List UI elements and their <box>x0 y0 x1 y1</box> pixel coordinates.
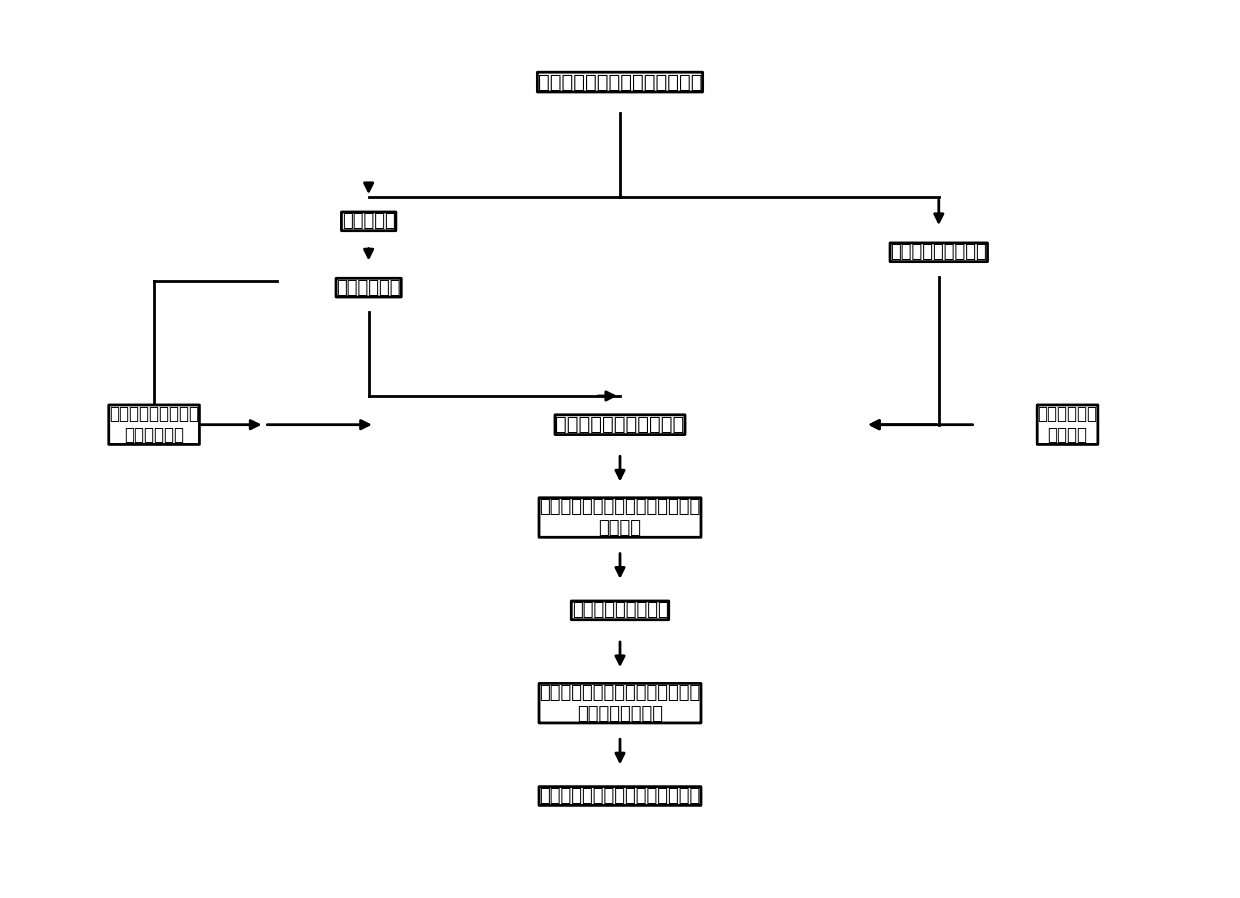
Text: 调度方案下脱落的刚毛藻团到达处
置断面时间的计算: 调度方案下脱落的刚毛藻团到达处 置断面时间的计算 <box>539 683 701 723</box>
Text: 满足调度流量与水位要求的渠池水
面线计算: 满足调度流量与水位要求的渠池水 面线计算 <box>539 498 701 537</box>
Text: 确定藻类自动打捞装置的应用方案: 确定藻类自动打捞装置的应用方案 <box>539 787 701 805</box>
Text: 分析流速分布: 分析流速分布 <box>336 278 401 296</box>
Text: 控除刚毛藻调度流量需求: 控除刚毛藻调度流量需求 <box>556 415 684 435</box>
Text: 边坡藻类脱落
临界流速: 边坡藻类脱落 临界流速 <box>1038 405 1097 445</box>
Text: 水动力模拟: 水动力模拟 <box>342 212 396 231</box>
Text: 刚毛藻生长分布分析: 刚毛藻生长分布分析 <box>890 243 987 261</box>
Text: 关键断面边坡流速与
平均流速关系: 关键断面边坡流速与 平均流速关系 <box>109 405 200 445</box>
Text: 各渠段流量调度方案: 各渠段流量调度方案 <box>572 602 668 620</box>
Text: 渠道重点内控除刚毛藻位置分析: 渠道重点内控除刚毛藻位置分析 <box>538 73 702 92</box>
